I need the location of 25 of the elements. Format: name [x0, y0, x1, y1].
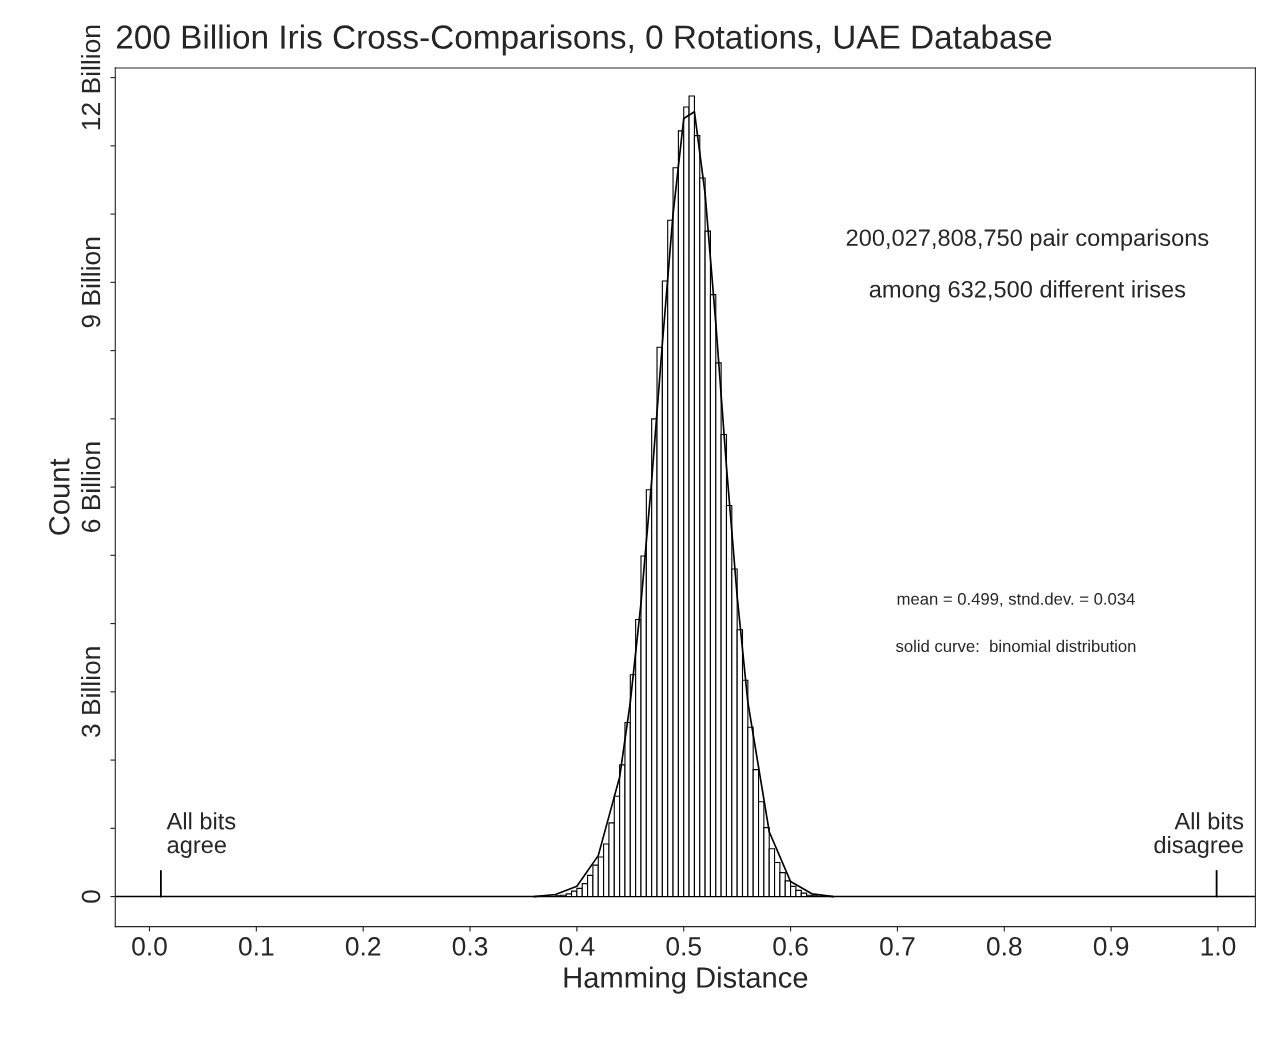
x-tick-label: 0.2	[345, 937, 381, 956]
x-axis-title: Hamming Distance	[564, 966, 808, 994]
x-tick-label: 1.0	[1201, 937, 1236, 956]
x-tick-label: 0.4	[559, 937, 595, 956]
annotation: 200,027,808,750 pair comparisons	[846, 228, 1209, 251]
chart-title: 200 Billion Iris Cross-Comparisons, 0 Rotations, UAE Database	[116, 24, 1052, 56]
annotation: mean = 0.499, stnd.dev. = 0.034	[897, 592, 1135, 607]
annotation: All bits disagree	[1154, 812, 1244, 858]
y-axis-title: Count	[48, 458, 70, 535]
x-tick-label: 0.0	[132, 937, 167, 956]
y-tick-label: 0	[81, 890, 101, 903]
annotation: among 632,500 different irises	[869, 280, 1186, 303]
y-tick-label: 12 Billion	[80, 25, 101, 130]
y-tick-label: 9 Billion	[80, 237, 101, 328]
x-tick-label: 0.9	[1093, 937, 1129, 956]
x-tick-label: 0.1	[239, 937, 274, 956]
annotation: solid curve: binomial distribution	[896, 639, 1136, 653]
x-tick-label: 0.5	[666, 937, 701, 956]
annotation: All bits agree	[166, 812, 236, 858]
x-tick-label: 0.6	[773, 937, 808, 956]
x-tick-label: 0.7	[880, 937, 915, 956]
y-tick-label: 6 Billion	[80, 442, 101, 532]
x-tick-label: 0.3	[452, 937, 488, 956]
y-tick-label: 3 Billion	[80, 647, 101, 738]
x-tick-label: 0.8	[986, 937, 1022, 956]
